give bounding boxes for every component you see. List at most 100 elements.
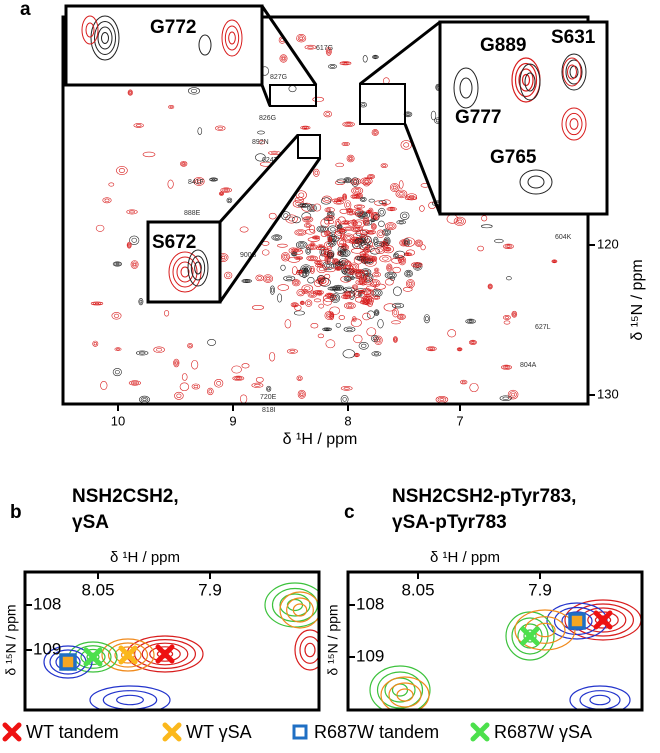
legend-label: WT tandem <box>26 722 119 742</box>
peak-label: 841F <box>188 179 204 186</box>
contour <box>355 354 359 356</box>
contour <box>101 638 155 672</box>
contour <box>360 256 374 265</box>
contour <box>342 268 355 276</box>
marker <box>155 644 175 664</box>
marker <box>568 612 586 630</box>
contour <box>291 216 301 224</box>
contour <box>388 266 391 270</box>
contour <box>503 315 511 320</box>
contour <box>323 110 332 118</box>
contour <box>156 649 174 659</box>
contour <box>562 57 582 87</box>
contour <box>244 280 249 282</box>
contour <box>384 247 391 252</box>
contour <box>396 688 414 702</box>
contour <box>323 249 330 259</box>
contour <box>169 105 173 109</box>
contour <box>388 273 393 277</box>
contour <box>373 131 377 134</box>
y-axis-label: δ ¹⁵N / ppm <box>629 259 646 340</box>
contour <box>261 249 270 256</box>
x-tick-label: 7.9 <box>198 580 222 599</box>
contour <box>359 242 371 251</box>
contour <box>342 220 350 225</box>
contour <box>277 243 288 248</box>
spectrum-contours <box>43 582 319 710</box>
contour <box>325 231 330 236</box>
contour <box>296 270 302 275</box>
contour <box>328 253 333 258</box>
x-tick-label: 7.9 <box>528 580 552 599</box>
contour <box>408 281 413 286</box>
contour <box>589 694 611 706</box>
contour <box>273 235 281 240</box>
contour <box>294 304 302 311</box>
contour <box>376 229 385 238</box>
contour <box>369 248 381 255</box>
contour <box>341 142 350 146</box>
contour <box>328 238 331 241</box>
contour <box>468 320 473 323</box>
contour <box>511 310 518 318</box>
contour <box>301 204 306 207</box>
contour <box>430 110 437 121</box>
contour <box>391 302 405 309</box>
contour <box>104 198 110 202</box>
contour <box>453 216 466 226</box>
contour <box>282 253 289 260</box>
contour <box>561 107 587 141</box>
contour <box>394 304 402 308</box>
contour <box>373 352 380 356</box>
contour <box>114 369 120 375</box>
contour <box>417 241 421 245</box>
contour <box>366 209 372 214</box>
contour <box>353 285 357 289</box>
contour <box>366 310 375 319</box>
contour <box>329 287 338 291</box>
contour <box>362 177 371 187</box>
contour <box>304 44 317 50</box>
contour <box>327 236 333 243</box>
contour <box>296 289 305 297</box>
contour <box>330 240 334 244</box>
contour <box>129 210 135 214</box>
y-tick-label: 109 <box>356 646 384 665</box>
contour <box>285 214 298 224</box>
contour <box>325 256 330 263</box>
contour <box>352 220 356 226</box>
contour <box>220 192 223 195</box>
contour <box>164 310 170 317</box>
contour <box>365 290 373 296</box>
y-tick-label: 120 <box>597 236 619 251</box>
contour <box>324 230 331 237</box>
contour <box>405 112 411 117</box>
inset-label: G889 <box>480 35 526 56</box>
peak-label: 624T <box>262 157 279 164</box>
contour <box>334 199 340 202</box>
contour <box>303 126 308 129</box>
contour <box>314 290 323 295</box>
contour <box>320 197 332 205</box>
contour <box>362 230 368 234</box>
contour <box>386 272 395 278</box>
contour <box>120 650 136 660</box>
contour <box>386 206 397 212</box>
contour <box>350 270 354 273</box>
contour <box>207 339 217 346</box>
contour <box>216 381 222 386</box>
contour <box>420 244 426 251</box>
contour <box>340 385 353 391</box>
contour <box>302 216 314 223</box>
contour <box>100 380 108 391</box>
contour <box>328 64 337 69</box>
contour <box>187 87 201 95</box>
contour <box>339 61 352 66</box>
contour <box>343 246 347 249</box>
contour <box>340 395 349 404</box>
contour <box>310 323 319 329</box>
contour <box>95 224 105 232</box>
contour <box>129 235 140 245</box>
contour <box>369 175 373 178</box>
contour <box>343 291 350 297</box>
